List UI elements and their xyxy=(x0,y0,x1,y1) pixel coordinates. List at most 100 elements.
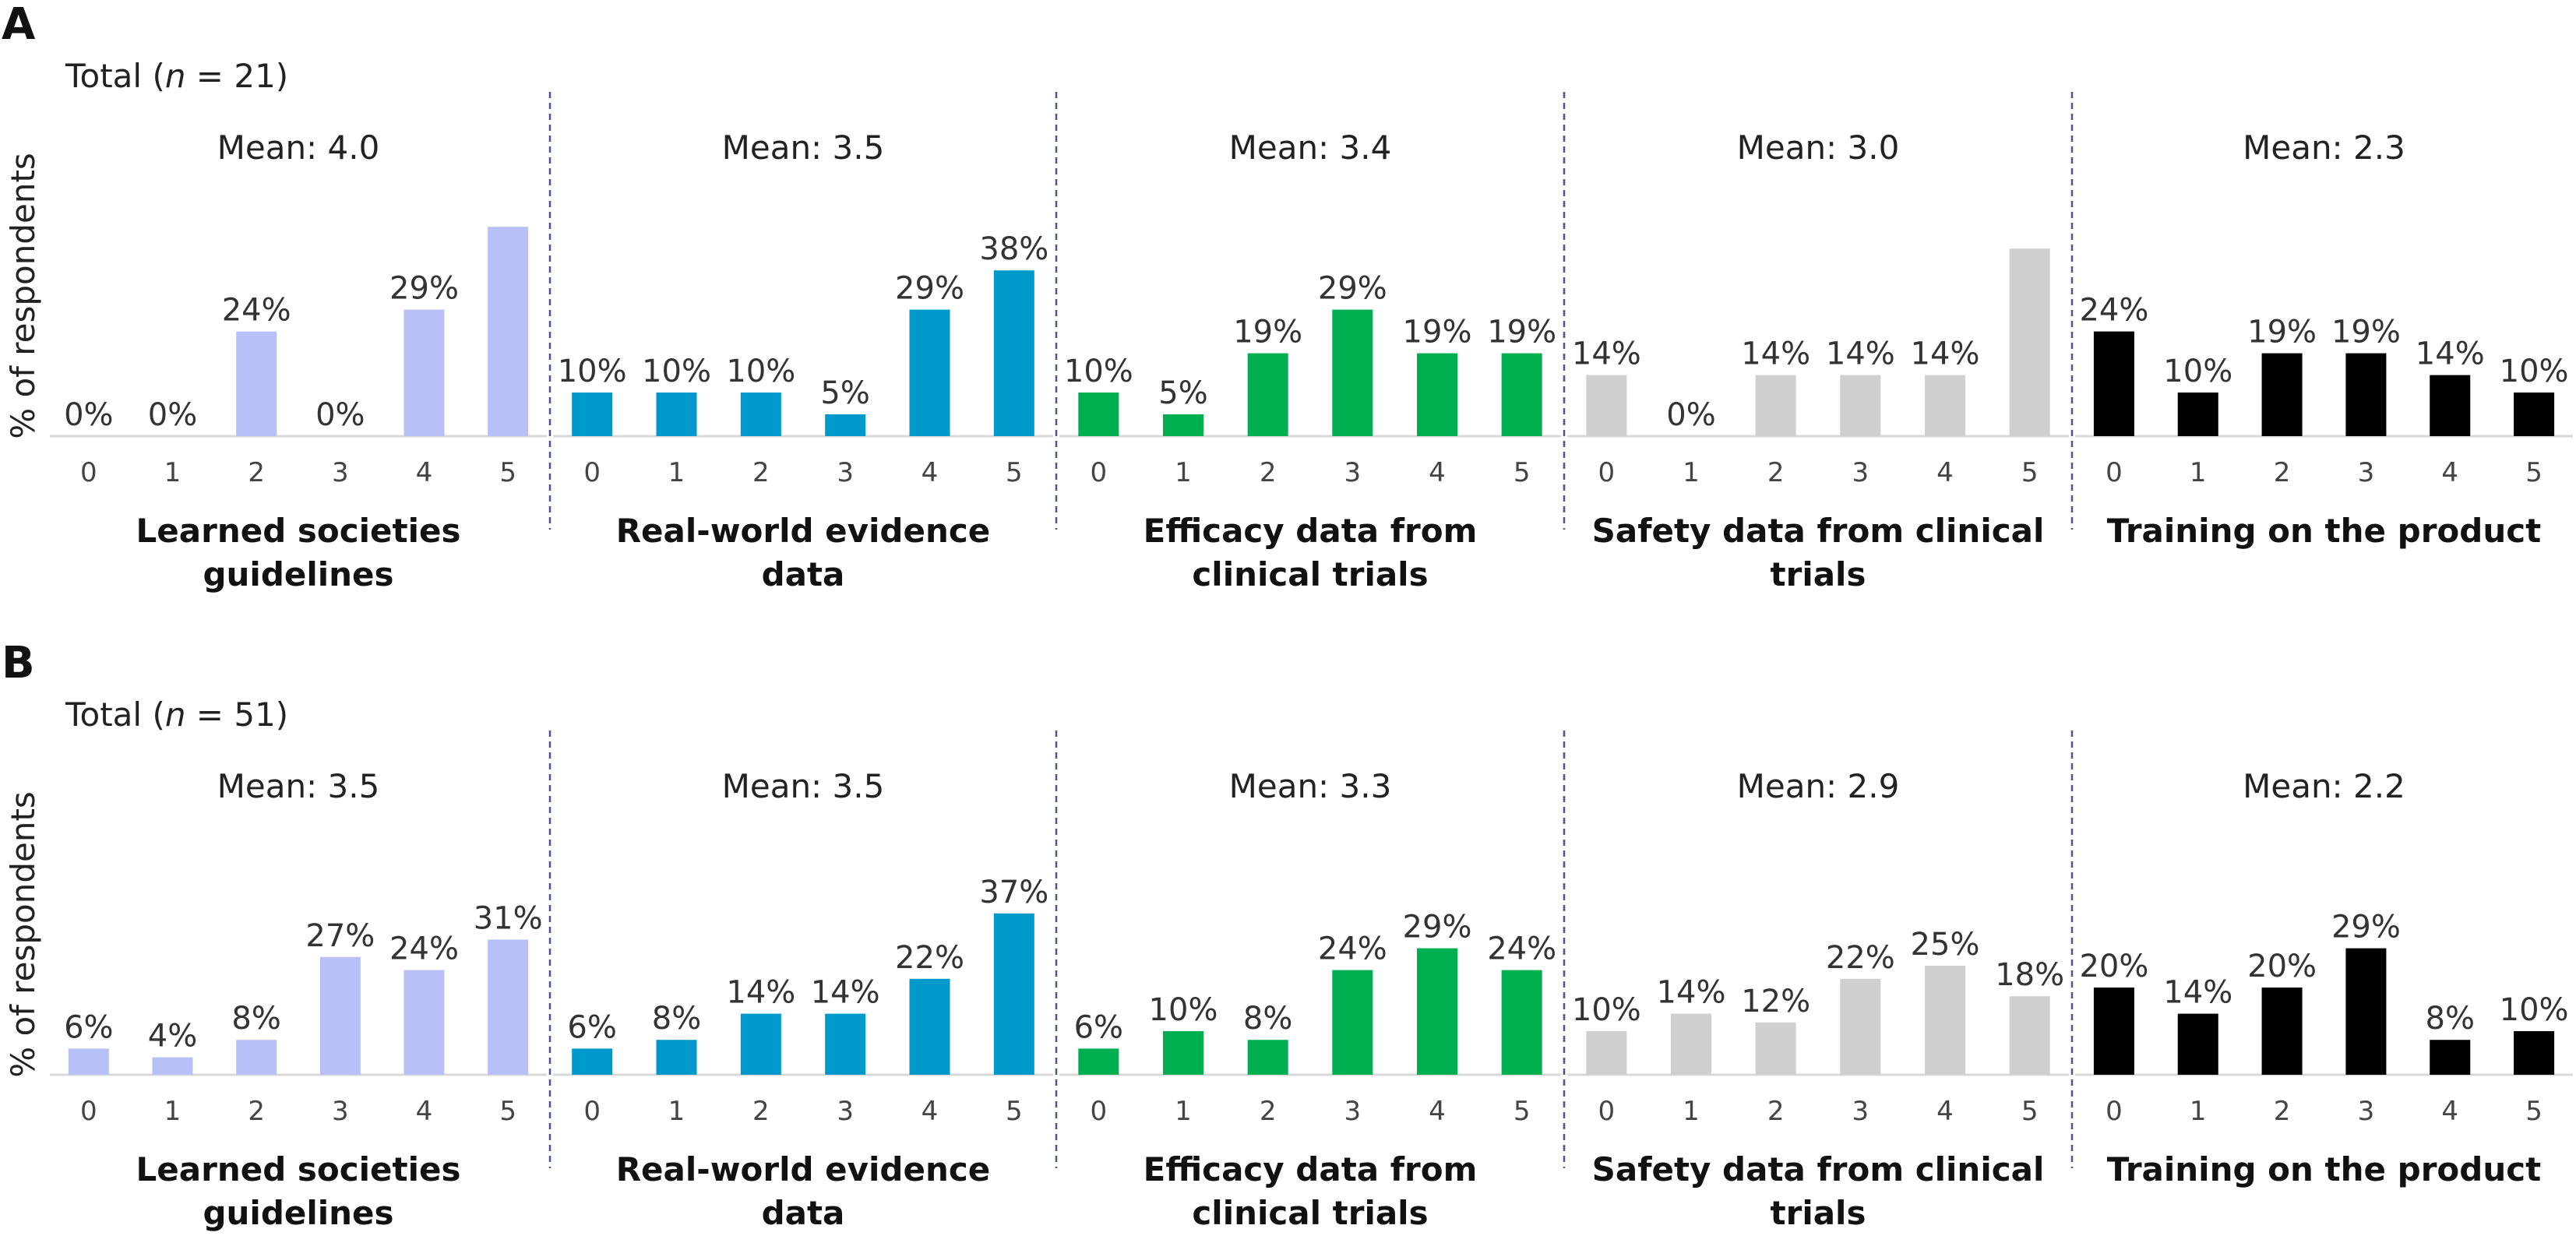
bar xyxy=(909,309,950,436)
data-label: 24% xyxy=(222,293,291,329)
bar xyxy=(2009,996,2050,1075)
data-label: 10% xyxy=(726,354,795,389)
total-label: Total (n = 21) xyxy=(65,57,288,95)
group-title: trials xyxy=(1771,1194,1866,1232)
bar xyxy=(2430,375,2471,436)
bar xyxy=(1078,393,1119,436)
mean-label: Mean: 2.9 xyxy=(1737,767,1900,805)
x-tick-label: 3 xyxy=(1344,1096,1362,1127)
x-tick-label: 4 xyxy=(922,1096,939,1127)
data-label: 5% xyxy=(820,375,869,411)
x-tick-label: 3 xyxy=(332,1096,349,1127)
group-title: Efficacy data from xyxy=(1144,1150,1478,1188)
group-title: guidelines xyxy=(203,1194,393,1232)
group-title: Safety data from clinical xyxy=(1592,1150,2045,1188)
x-tick-label: 2 xyxy=(752,1096,770,1127)
x-tick-label: 5 xyxy=(499,457,516,488)
bar xyxy=(825,414,866,436)
x-tick-label: 3 xyxy=(837,1096,854,1127)
bar xyxy=(1925,966,1965,1075)
group-training: Mean: 2.2 20% 0 14% 1 20% 2 29% 3 8% 4 10% 5 Training… xyxy=(2075,767,2573,1188)
group-title: Learned societies xyxy=(136,1150,461,1188)
group-title: Learned societies xyxy=(136,512,461,550)
group-title: trials xyxy=(1771,555,1866,593)
x-tick-label: 0 xyxy=(583,1096,601,1127)
x-tick-label: 4 xyxy=(1936,457,1954,488)
data-label: 18% xyxy=(1995,957,2064,993)
group-title: Safety data from clinical xyxy=(1592,512,2045,550)
group-safety: Mean: 2.9 10% 0 14% 1 12% 2 22% 3 25% 4 18% 5 Safety … xyxy=(1567,767,2069,1232)
data-label: 10% xyxy=(2500,992,2569,1028)
data-label: 24% xyxy=(1318,931,1387,967)
data-label: 24% xyxy=(2079,293,2148,329)
bar xyxy=(2261,988,2303,1075)
bar xyxy=(1671,1013,1711,1075)
bar xyxy=(2177,1013,2218,1075)
x-tick-label: 5 xyxy=(1006,457,1023,488)
data-label: 14% xyxy=(811,975,880,1011)
data-label: 29% xyxy=(389,271,459,307)
bar xyxy=(993,913,1034,1075)
mean-label: Mean: 3.0 xyxy=(1737,129,1900,167)
bar xyxy=(1163,1031,1203,1075)
bar xyxy=(2345,353,2387,436)
y-axis-label: % of respondents xyxy=(4,153,42,439)
bar xyxy=(572,393,613,436)
x-tick-label: 5 xyxy=(499,1096,516,1127)
x-tick-label: 1 xyxy=(1175,1096,1192,1127)
data-label: 37% xyxy=(979,875,1048,910)
x-tick-label: 0 xyxy=(2106,457,2123,488)
x-tick-label: 4 xyxy=(1936,1096,1954,1127)
x-tick-label: 3 xyxy=(1852,457,1869,488)
data-label: 25% xyxy=(1911,927,1980,963)
group-title: data xyxy=(762,555,845,593)
x-tick-label: 2 xyxy=(248,457,265,488)
group-learned: Mean: 3.5 6% 0 4% 1 8% 2 27% 3 24% 4 31% 5 Learned so… xyxy=(50,767,547,1232)
data-label: 14% xyxy=(1826,336,1895,372)
mean-label: Mean: 3.5 xyxy=(722,129,885,167)
bar xyxy=(2261,353,2303,436)
group-title: clinical trials xyxy=(1192,555,1428,593)
x-tick-label: 1 xyxy=(668,1096,685,1127)
bar xyxy=(825,1013,866,1075)
group-efficacy: Mean: 3.4 10% 0 5% 1 19% 2 29% 3 19% 4 19% 5 Efficacy… xyxy=(1059,129,1561,593)
x-tick-label: 3 xyxy=(837,457,854,488)
x-tick-label: 0 xyxy=(1598,1096,1616,1127)
data-label: 29% xyxy=(1403,910,1472,945)
bar xyxy=(1163,414,1203,436)
data-label: 14% xyxy=(1911,336,1980,372)
x-tick-label: 4 xyxy=(2441,1096,2458,1127)
data-label: 27% xyxy=(305,918,375,954)
data-label: 19% xyxy=(1403,315,1472,350)
bar xyxy=(1078,1048,1119,1075)
bar xyxy=(993,270,1034,436)
mean-label: Mean: 3.5 xyxy=(217,767,380,805)
group-realworld: Mean: 3.5 6% 0 8% 1 14% 2 14% 3 22% 4 37% 5 Real-worl… xyxy=(553,767,1053,1232)
bar xyxy=(2093,331,2134,436)
total-label-part: Total ( xyxy=(65,695,165,734)
data-label: 6% xyxy=(1074,1009,1123,1045)
bar xyxy=(2093,988,2134,1075)
bar xyxy=(1840,978,1881,1075)
total-label-n: n xyxy=(165,695,186,734)
data-label: 20% xyxy=(2247,949,2317,984)
data-label: 8% xyxy=(231,1001,280,1037)
bar xyxy=(1840,375,1881,436)
bar xyxy=(1755,1022,1796,1075)
group-training: Mean: 2.3 24% 0 10% 1 19% 2 19% 3 14% 4 10% 5 Trainin… xyxy=(2075,129,2573,550)
x-tick-label: 1 xyxy=(1683,457,1700,488)
data-label: 12% xyxy=(1741,984,1810,1019)
x-tick-label: 0 xyxy=(80,457,97,488)
mean-label: Mean: 3.5 xyxy=(722,767,885,805)
bar xyxy=(656,393,697,436)
x-tick-label: 4 xyxy=(1429,457,1446,488)
x-tick-label: 3 xyxy=(1852,1096,1869,1127)
group-title: Real-world evidence xyxy=(616,1150,991,1188)
x-tick-label: 2 xyxy=(1260,457,1277,488)
mean-label: Mean: 3.4 xyxy=(1229,129,1392,167)
x-tick-label: 3 xyxy=(2358,1096,2375,1127)
bar xyxy=(2514,1031,2555,1075)
data-label: 24% xyxy=(1487,931,1556,967)
bar xyxy=(740,1013,781,1075)
data-label: 0% xyxy=(315,397,365,433)
